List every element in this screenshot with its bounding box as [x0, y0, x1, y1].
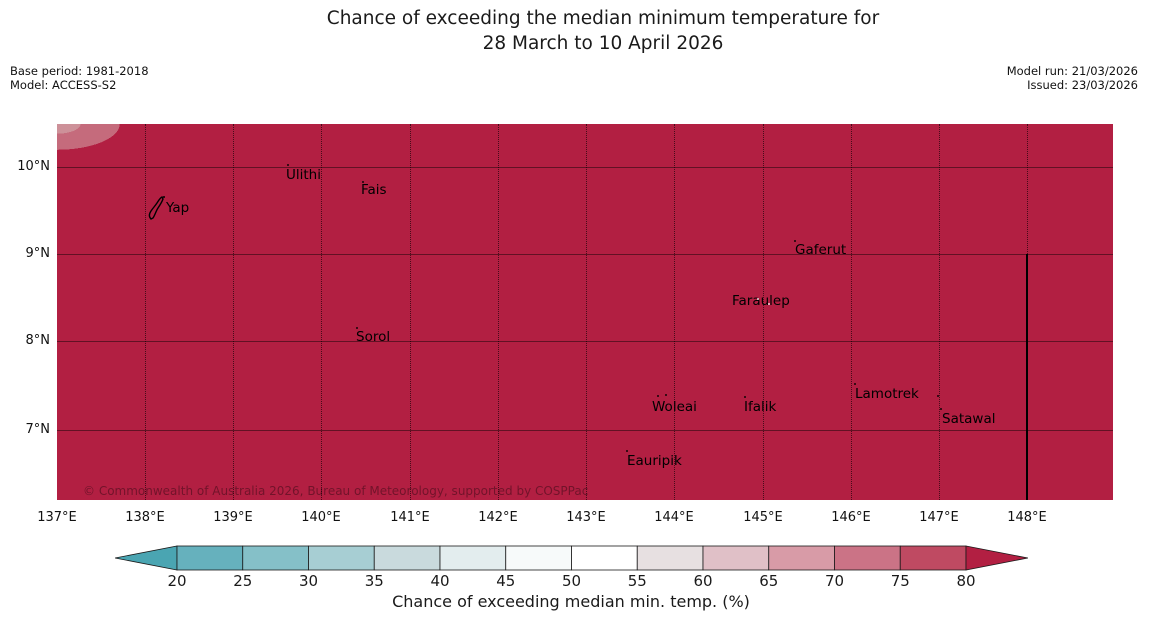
- colorbar-tick-20: 20: [167, 572, 187, 590]
- region-boundary-line-148e: [1026, 254, 1028, 500]
- colorbar-tick-80: 80: [956, 572, 976, 590]
- gridline-lon-141e: [410, 124, 411, 500]
- islet-dot-faraulep-1: [757, 298, 759, 300]
- meta-left: Base period: 1981-2018 Model: ACCESS-S2: [10, 64, 149, 92]
- lat-tick-10n: 10°N: [17, 159, 50, 174]
- islet-dot-gaferut: [794, 240, 796, 242]
- colorbar-tick-60: 60: [693, 572, 713, 590]
- colorbar-tick-25: 25: [233, 572, 253, 590]
- colorbar-tick-30: 30: [298, 572, 319, 590]
- gridline-lon-144e: [674, 124, 675, 500]
- islet-dot-faraulep-2: [768, 303, 770, 305]
- meta-right: Model run: 21/03/2026 Issued: 23/03/2026: [1007, 64, 1138, 92]
- copyright-text: © Commonwealth of Australia 2026, Bureau…: [83, 484, 589, 498]
- islet-dot-lamotrek-east: [937, 395, 939, 397]
- colorbar-tick-45: 45: [496, 572, 516, 590]
- islet-dot-sorol: [356, 327, 358, 329]
- islet-dot-woleai-2: [665, 394, 667, 396]
- issued-text: Issued: 23/03/2026: [1027, 78, 1138, 92]
- islet-dot-woleai-1: [657, 395, 659, 397]
- lon-tick-147e: 147°E: [919, 510, 959, 525]
- lon-tick-140e: 140°E: [301, 510, 341, 525]
- place-label-woleai: Woleai: [652, 399, 697, 415]
- place-label-lamotrek: Lamotrek: [855, 386, 919, 402]
- lon-tick-139e: 139°E: [213, 510, 253, 525]
- place-label-faraulep: Faraulep: [732, 293, 790, 309]
- model-run-text: Model run: 21/03/2026: [1006, 64, 1138, 78]
- place-label-sorol: Sorol: [356, 329, 391, 345]
- gridline-lon-143e: [586, 124, 587, 500]
- gridline-lat-10n: [57, 167, 1113, 168]
- place-label-gaferut: Gaferut: [795, 242, 847, 258]
- base-period-text: Base period: 1981-2018: [10, 64, 149, 78]
- lon-tick-141e: 141°E: [390, 510, 430, 525]
- place-label-yap: Yap: [166, 200, 190, 216]
- model-text: Model: ACCESS-S2: [10, 78, 117, 92]
- islet-dot-lamotrek: [854, 383, 856, 385]
- colorbar-gradient: [114, 545, 1029, 571]
- place-label-eauripik: Eauripik: [627, 453, 682, 469]
- gridline-lon-142e: [498, 124, 499, 500]
- colorbar-tick-50: 50: [561, 572, 582, 590]
- lon-tick-138e: 138°E: [125, 510, 165, 525]
- place-label-ulithi: Ulithi: [286, 167, 321, 183]
- gridline-lat-9n: [57, 254, 1113, 255]
- place-label-satawal: Satawal: [942, 411, 996, 427]
- colorbar: [114, 545, 1029, 571]
- gridline-lon-138e: [145, 124, 146, 500]
- colorbar-axis-label: Chance of exceeding median min. temp. (%…: [392, 592, 750, 611]
- gridline-lon-140e: [321, 124, 322, 500]
- islet-dot-ulithi: [287, 164, 289, 166]
- lat-tick-7n: 7°N: [25, 422, 51, 437]
- islet-dot-eauripik: [626, 450, 628, 452]
- colorbar-tick-40: 40: [430, 572, 450, 590]
- lon-tick-142e: 142°E: [478, 510, 518, 525]
- islet-dot-ifalik: [744, 396, 746, 398]
- gridline-lon-147e: [939, 124, 940, 500]
- lon-tick-137e: 137°E: [37, 510, 77, 525]
- gridline-lat-7n: [57, 430, 1113, 431]
- map-canvas: Ulithi Fais Yap Gaferut Faraulep Sorol W…: [57, 124, 1113, 500]
- colorbar-tick-35: 35: [364, 572, 384, 590]
- yap-island-icon: [148, 196, 165, 220]
- colorbar-tick-75: 75: [890, 572, 910, 590]
- lat-tick-8n: 8°N: [25, 333, 51, 348]
- lon-tick-144e: 144°E: [654, 510, 694, 525]
- gridline-lat-8n: [57, 341, 1113, 342]
- lon-tick-145e: 145°E: [743, 510, 783, 525]
- lon-tick-146e: 146°E: [831, 510, 871, 525]
- gridline-lon-139e: [233, 124, 234, 500]
- place-label-ifalik: Ifalik: [744, 399, 777, 415]
- islet-dot-fais: [362, 181, 364, 183]
- colorbar-tick-70: 70: [824, 572, 845, 590]
- page-title-line2: 28 March to 10 April 2026: [482, 33, 724, 54]
- colorbar-tick-55: 55: [627, 572, 647, 590]
- colorbar-tick-65: 65: [759, 572, 779, 590]
- place-label-fais: Fais: [361, 182, 387, 198]
- lat-tick-9n: 9°N: [25, 246, 51, 261]
- lon-tick-143e: 143°E: [566, 510, 606, 525]
- page-title-line1: Chance of exceeding the median minimum t…: [326, 8, 880, 29]
- islet-dot-satawal: [940, 408, 942, 410]
- lon-tick-148e: 148°E: [1007, 510, 1047, 525]
- gridline-lon-145e: [763, 124, 764, 500]
- low-probability-contour-patch: [57, 124, 197, 194]
- gridline-lon-146e: [851, 124, 852, 500]
